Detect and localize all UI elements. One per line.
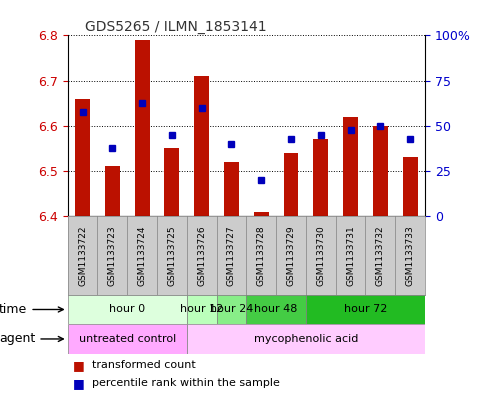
- Bar: [135, 40, 150, 216]
- Bar: [284, 153, 298, 216]
- Bar: [187, 324, 425, 354]
- Bar: [187, 295, 216, 324]
- Bar: [216, 295, 246, 324]
- Bar: [68, 295, 187, 324]
- Text: hour 48: hour 48: [255, 305, 298, 314]
- Text: GSM1133729: GSM1133729: [286, 225, 296, 286]
- Text: GSM1133728: GSM1133728: [257, 225, 266, 286]
- Text: hour 72: hour 72: [344, 305, 387, 314]
- Text: GSM1133727: GSM1133727: [227, 225, 236, 286]
- Bar: [105, 167, 120, 216]
- Text: hour 0: hour 0: [109, 305, 145, 314]
- Bar: [403, 158, 418, 216]
- Text: GSM1133732: GSM1133732: [376, 225, 385, 286]
- Bar: [75, 99, 90, 216]
- Bar: [254, 212, 269, 216]
- Text: mycophenolic acid: mycophenolic acid: [254, 334, 358, 344]
- Bar: [164, 149, 179, 216]
- Bar: [68, 324, 187, 354]
- Text: GDS5265 / ILMN_1853141: GDS5265 / ILMN_1853141: [85, 20, 267, 34]
- Text: GSM1133731: GSM1133731: [346, 225, 355, 286]
- Text: GSM1133726: GSM1133726: [197, 225, 206, 286]
- Text: GSM1133730: GSM1133730: [316, 225, 325, 286]
- Text: hour 24: hour 24: [210, 305, 253, 314]
- Text: GSM1133723: GSM1133723: [108, 225, 117, 286]
- Text: GSM1133725: GSM1133725: [168, 225, 176, 286]
- Bar: [343, 117, 358, 216]
- Text: time: time: [0, 303, 63, 316]
- Text: transformed count: transformed count: [92, 360, 196, 371]
- Text: GSM1133724: GSM1133724: [138, 225, 146, 286]
- Text: GSM1133733: GSM1133733: [406, 225, 414, 286]
- Bar: [224, 162, 239, 216]
- Text: agent: agent: [0, 332, 63, 345]
- Bar: [246, 295, 306, 324]
- Text: percentile rank within the sample: percentile rank within the sample: [92, 378, 280, 388]
- Bar: [313, 140, 328, 216]
- Text: ■: ■: [72, 376, 84, 390]
- Text: untreated control: untreated control: [79, 334, 176, 344]
- Text: GSM1133722: GSM1133722: [78, 225, 87, 286]
- Text: hour 12: hour 12: [180, 305, 223, 314]
- Bar: [373, 126, 388, 216]
- Bar: [306, 295, 425, 324]
- Text: ■: ■: [72, 359, 84, 372]
- Bar: [194, 76, 209, 216]
